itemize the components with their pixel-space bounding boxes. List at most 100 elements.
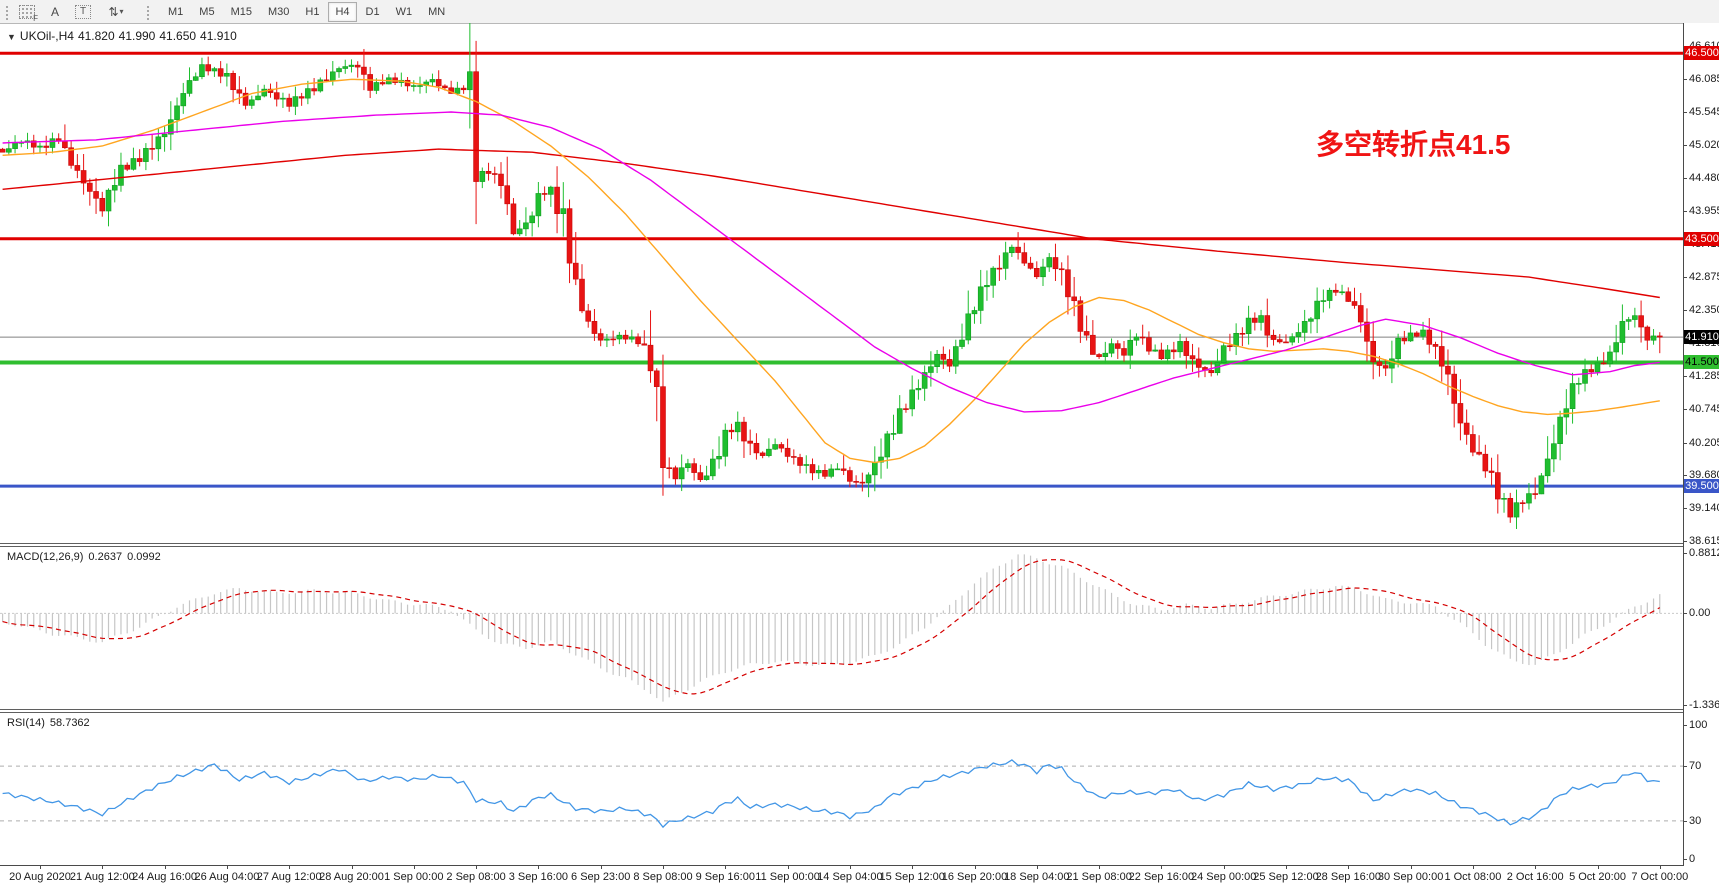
price-tick: 45.020: [1689, 138, 1719, 151]
ohlc-high: 41.990: [118, 29, 156, 43]
time-label: 24 Sep 00:00: [1190, 871, 1257, 883]
tick-mark: [1683, 613, 1687, 615]
chevron-down-icon[interactable]: ▾: [119, 7, 124, 16]
price-tick: 40.745: [1689, 403, 1719, 416]
time-tick-mark: [1161, 866, 1163, 869]
time-tick-mark: [849, 866, 851, 869]
arrows-tool-icon[interactable]: ⇅ ▾: [99, 1, 133, 22]
rsi-name: RSI(14): [7, 717, 45, 729]
rsi-tick: 100: [1689, 719, 1708, 731]
rsi-tick: 30: [1689, 814, 1702, 827]
tick-mark: [1683, 178, 1687, 180]
time-tick-mark: [102, 866, 104, 869]
time-label: 21 Aug 12:00: [69, 871, 135, 883]
tick-mark: [1683, 820, 1687, 822]
hline-price-badge: 43.500: [1684, 231, 1719, 246]
time-label: 28 Aug 20:00: [319, 871, 384, 883]
timeframe-button-w1[interactable]: W1: [395, 5, 413, 18]
hline-price-badge: 39.500: [1684, 479, 1719, 494]
macd-name: MACD(12,26,9): [7, 551, 84, 563]
tick-mark: [1683, 309, 1687, 311]
time-tick-mark: [787, 866, 789, 869]
timeframe-button-mn[interactable]: MN: [428, 5, 446, 18]
timeframe-button-m1[interactable]: M1: [168, 5, 184, 18]
toolbar-grip[interactable]: [145, 3, 150, 20]
time-label: 22 Sep 16:00: [1128, 871, 1195, 883]
timeframe-button-d1[interactable]: D1: [365, 5, 380, 18]
time-tick-mark: [1036, 866, 1038, 869]
time-tick-mark: [912, 866, 914, 869]
time-axis[interactable]: 20 Aug 2020 21 Aug 12:00 24 Aug 16:00 26 Au…: [0, 866, 1719, 890]
time-tick-mark: [351, 866, 353, 869]
text-tool-icon[interactable]: A: [43, 1, 67, 22]
time-label: 26 Aug 04:00: [194, 871, 260, 883]
time-tick-mark: [1223, 866, 1225, 869]
macd-canvas[interactable]: [0, 547, 1684, 709]
time-tick-mark: [538, 866, 540, 869]
timeframe-button-m15[interactable]: M15: [230, 5, 252, 18]
price-tick: 39.140: [1689, 502, 1719, 515]
price-tick: 38.615: [1689, 534, 1719, 547]
tick-mark: [1683, 409, 1687, 411]
tick-mark: [1683, 553, 1687, 554]
fibonacci-tool-icon[interactable]: F: [15, 1, 39, 23]
panel-separator[interactable]: [0, 543, 1719, 547]
time-tick-mark: [974, 866, 976, 869]
time-label: 6 Sep 23:00: [571, 871, 631, 883]
price-tick: 45.545: [1689, 106, 1719, 119]
tick-mark: [1683, 144, 1687, 146]
time-tick-mark: [1410, 866, 1412, 869]
time-label: 2 Sep 08:00: [446, 871, 506, 883]
time-label: 8 Sep 08:00: [633, 871, 693, 883]
tick-mark: [1683, 859, 1687, 860]
price-axis-line: [1683, 23, 1684, 865]
text-label-tool-icon[interactable]: T: [71, 1, 95, 22]
timeframe-button-h4[interactable]: H4: [328, 1, 357, 22]
rsi-tick: 0: [1689, 853, 1696, 865]
arrows-glyph: ⇅: [108, 4, 119, 19]
tick-mark: [1683, 277, 1687, 279]
time-label: 2 Oct 16:00: [1506, 871, 1564, 883]
macd-value-signal: 0.0992: [127, 551, 161, 563]
tick-mark: [1683, 78, 1687, 80]
time-label: 30 Sep 00:00: [1377, 871, 1444, 883]
symbol-dropdown-icon[interactable]: ▼: [7, 32, 16, 42]
time-tick-mark: [289, 866, 291, 869]
time-label: 7 Oct 00:00: [1631, 871, 1689, 883]
tick-mark: [1683, 725, 1687, 726]
current-price-badge: 41.910: [1684, 330, 1719, 345]
price-tick: 43.955: [1689, 204, 1719, 217]
timeframe-button-h1[interactable]: H1: [305, 5, 320, 18]
fibonacci-glyph: F: [33, 13, 38, 23]
price-tick: 41.285: [1689, 369, 1719, 382]
price-axis[interactable]: 46.61046.08545.54545.02044.48043.95543.4…: [1683, 23, 1719, 868]
price-tick: 39.680: [1689, 468, 1719, 481]
toolbar-grip[interactable]: [4, 3, 9, 20]
time-tick-mark: [1286, 866, 1287, 869]
time-label: 14 Sep 04:00: [817, 871, 883, 883]
symbol-period-label: UKOil-,H4: [19, 29, 74, 43]
tick-mark: [1683, 210, 1687, 212]
time-label: 1 Oct 08:00: [1444, 871, 1502, 883]
panel-separator[interactable]: [0, 709, 1719, 713]
tick-mark: [1683, 766, 1687, 768]
rsi-tick: 70: [1689, 760, 1702, 773]
time-tick-mark: [476, 866, 478, 869]
time-tick-mark: [1472, 866, 1474, 869]
tick-mark: [1683, 474, 1687, 476]
main-chart-canvas[interactable]: [0, 23, 1684, 543]
timeframe-button-m30[interactable]: M30: [267, 5, 290, 18]
time-label: 24 Aug 16:00: [132, 871, 198, 883]
hline-price-badge: 46.500: [1684, 46, 1719, 61]
time-label: 18 Sep 04:00: [1004, 871, 1070, 883]
timeframe-toolbar: M1 M5 M15 M30 H1 H4 D1 W1 MN: [160, 1, 453, 22]
time-label: 15 Sep 12:00: [879, 871, 945, 883]
chart-header: ▼ UKOil-,H4 41.820 41.990 41.650 41.910: [7, 29, 241, 43]
time-label: 1 Sep 00:00: [384, 871, 444, 883]
macd-label: MACD(12,26,9) 0.2637 0.0992: [7, 551, 166, 563]
timeframe-button-m5[interactable]: M5: [199, 5, 215, 18]
time-axis-line: [0, 865, 1719, 866]
macd-tick: 0.8812: [1689, 547, 1719, 559]
price-tick: 44.480: [1689, 172, 1719, 185]
rsi-canvas[interactable]: [0, 713, 1684, 865]
